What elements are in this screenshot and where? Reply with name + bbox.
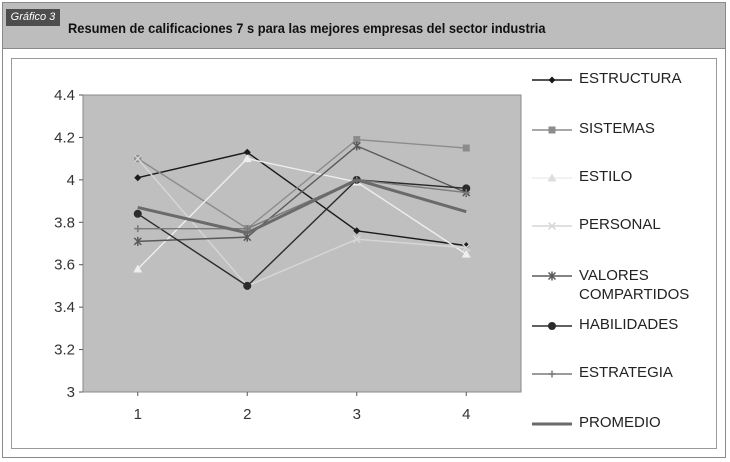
chart-title: Resumen de calificaciones 7 s para las m…: [68, 20, 546, 36]
x-tick-label: 1: [134, 406, 142, 423]
legend-label: ESTRATEGIA: [579, 364, 673, 381]
y-tick-label: 3.6: [54, 257, 75, 274]
data-point-estilo: [461, 249, 471, 258]
legend-label: VALORES COMPARTIDOS: [579, 267, 690, 303]
data-point-estructura: [134, 174, 142, 182]
chart-area: 3 3.2 3.4 3.6 3.8 4 4.2 4.4 1 2 3 4 ESTRUCTURA SISTE…: [11, 58, 717, 449]
y-tick-label: 4: [67, 172, 75, 189]
legend-swatch: [532, 126, 572, 134]
data-point-estilo: [242, 154, 252, 163]
chart-svg: 3 3.2 3.4 3.6 3.8 4 4.2 4.4 1 2 3 4: [54, 87, 522, 423]
legend-label: HABILIDADES: [579, 316, 679, 333]
legend-label: ESTILO: [579, 168, 633, 185]
data-point-valores-compartidos: [133, 236, 142, 246]
y-tick-label: 4.4: [54, 87, 75, 104]
chart-frame: Gráfico 3 Resumen de calificaciones 7 s …: [2, 2, 726, 458]
legend-label: PERSONAL: [579, 216, 661, 233]
data-point-estructura: [243, 148, 251, 156]
legend-swatch: [532, 173, 572, 182]
series-line-promedio: [137, 178, 467, 235]
data-point-personal: [133, 154, 142, 163]
data-point-estrategia: [134, 225, 142, 233]
legend-label: SISTEMAS: [579, 120, 655, 137]
series-line-estilo: [137, 157, 467, 270]
data-point-estrategia: [462, 189, 470, 197]
legend-label: ESTRUCTURA: [579, 70, 682, 87]
x-tick-label: 3: [353, 406, 361, 423]
data-point-habilidades: [243, 281, 252, 290]
legend-swatch: [532, 370, 572, 378]
data-point-estilo: [133, 264, 143, 273]
legend-swatch: [532, 422, 572, 426]
data-point-personal: [462, 243, 471, 252]
data-point-sistemas: [353, 136, 361, 144]
x-tick-label: 4: [462, 406, 470, 423]
legend-swatch: [532, 76, 572, 84]
series-line-valores-compartidos: [137, 145, 467, 243]
data-point-estructura: [353, 227, 361, 235]
data-point-estrategia: [243, 225, 251, 233]
series-line-estrategia: [137, 179, 467, 230]
data-point-habilidades: [462, 184, 471, 193]
data-point-personal: [352, 235, 361, 244]
y-tick-label: 3: [67, 384, 75, 401]
y-tick-label: 4.2: [54, 129, 75, 146]
series-line-personal: [137, 158, 467, 287]
y-tick-label: 3.8: [54, 214, 75, 231]
series-line-habilidades: [137, 179, 467, 287]
figure-badge: Gráfico 3: [6, 9, 60, 26]
legend-swatch: [532, 271, 572, 281]
data-point-valores-compartidos: [352, 141, 361, 151]
y-tick-label: 3.2: [54, 342, 75, 359]
data-point-sistemas: [462, 144, 470, 152]
series-line-sistemas: [137, 138, 467, 230]
legend-label: PROMEDIO: [579, 414, 661, 431]
legend-swatch: [532, 221, 572, 231]
y-tick-label: 3.4: [54, 299, 75, 316]
chart-header: Gráfico 3 Resumen de calificaciones 7 s …: [3, 3, 725, 49]
legend-swatch: [532, 322, 572, 330]
data-point-habilidades: [133, 209, 142, 218]
x-tick-label: 2: [243, 406, 251, 423]
